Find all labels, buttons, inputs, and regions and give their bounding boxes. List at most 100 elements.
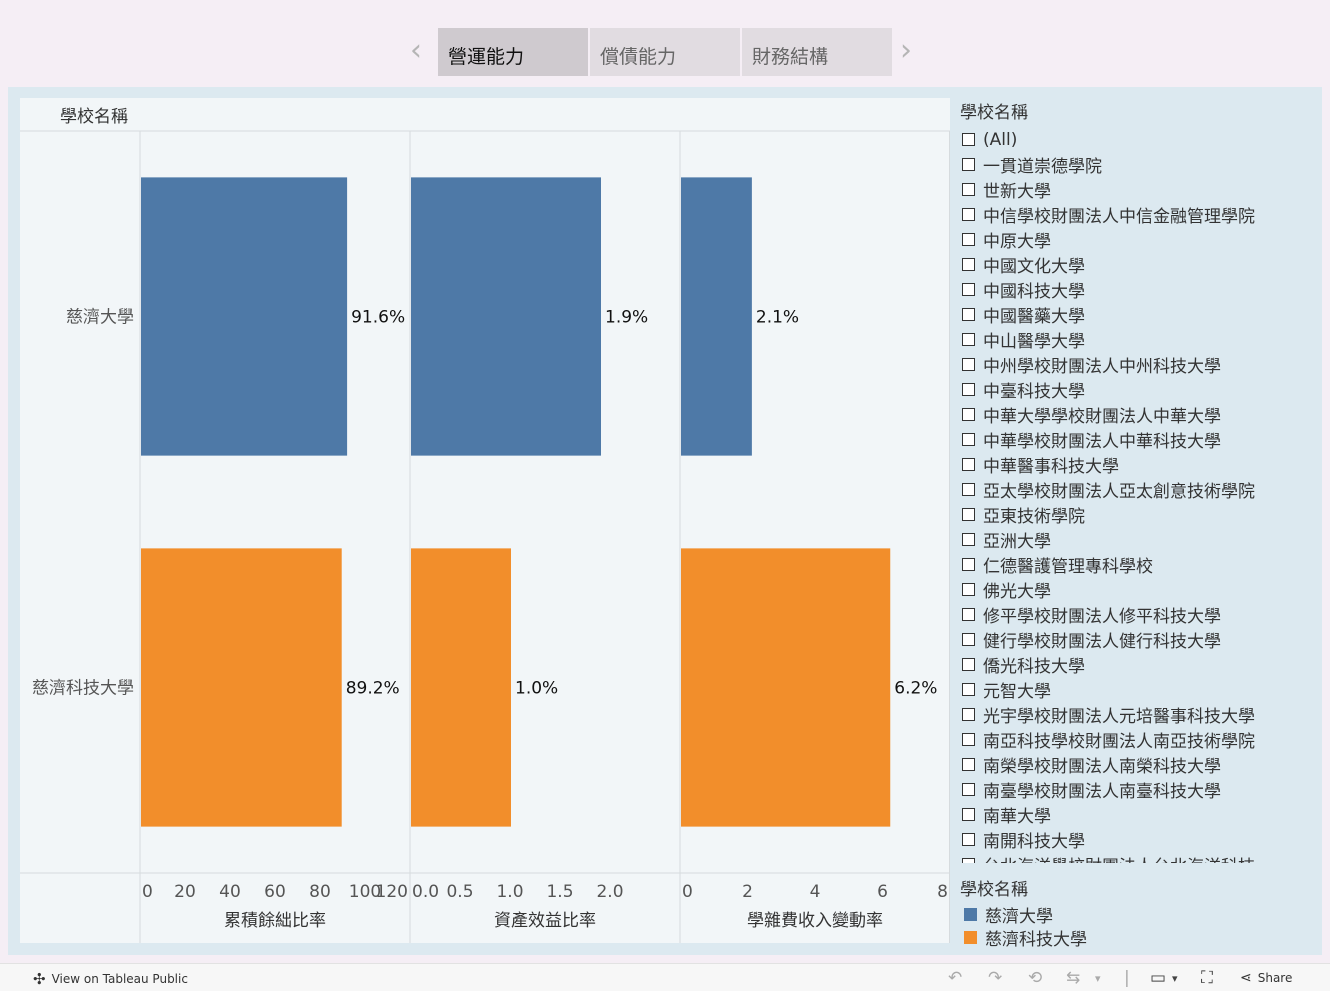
checkbox[interactable] <box>962 158 975 171</box>
filter-item[interactable]: 佛光大學 <box>962 577 1322 602</box>
tick-label: 1.0 <box>496 882 523 902</box>
checkbox[interactable] <box>962 208 975 221</box>
filter-item[interactable]: 南開科技大學 <box>962 827 1322 852</box>
filter-item[interactable]: 僑光科技大學 <box>962 652 1322 677</box>
filter-item-label: 仁德醫護管理專科學校 <box>983 557 1153 577</box>
tick-label: 120 <box>376 882 408 902</box>
filter-item[interactable]: 中州學校財團法人中州科技大學 <box>962 352 1322 377</box>
bar <box>141 177 348 456</box>
tab-financial-structure[interactable]: 財務結構 <box>742 28 892 76</box>
checkbox[interactable] <box>962 533 975 546</box>
filter-item[interactable]: 中華大學學校財團法人中華大學 <box>962 402 1322 427</box>
filter-item[interactable]: 中原大學 <box>962 227 1322 252</box>
filter-item-label: 中山醫學大學 <box>983 332 1085 352</box>
data-label: 1.9% <box>605 308 648 328</box>
tab-operations[interactable]: 營運能力 <box>438 28 588 76</box>
checkbox[interactable] <box>962 233 975 246</box>
filter-item[interactable]: 亞太學校財團法人亞太創意技術學院 <box>962 477 1322 502</box>
row-header: 學校名稱 <box>60 107 128 127</box>
refresh-icon[interactable]: ⇆ <box>1066 968 1081 988</box>
checkbox[interactable] <box>962 433 975 446</box>
undo-icon[interactable]: ↶ <box>948 968 963 988</box>
checkbox[interactable] <box>962 558 975 571</box>
legend-swatch <box>964 931 977 944</box>
filter-item[interactable]: 中國醫藥大學 <box>962 302 1322 327</box>
tick-label: 4 <box>810 882 821 902</box>
filter-item[interactable]: 仁德醫護管理專科學校 <box>962 552 1322 577</box>
filter-item[interactable]: (All) <box>962 127 1322 152</box>
filter-item[interactable]: 南亞科技學校財團法人南亞技術學院 <box>962 727 1322 752</box>
view-on-tableau-link[interactable]: ✣ View on Tableau Public <box>33 970 188 988</box>
tick-label: 0 <box>142 882 153 902</box>
checkbox[interactable] <box>962 283 975 296</box>
checkbox[interactable] <box>962 308 975 321</box>
tableau-logo-icon: ✣ <box>33 970 46 988</box>
checkbox[interactable] <box>962 258 975 271</box>
filter-item-label: 中華醫事科技大學 <box>983 457 1119 477</box>
chevron-left-icon[interactable]: ‹ <box>410 33 422 68</box>
checkbox[interactable] <box>962 508 975 521</box>
revert-icon[interactable]: ⟲ <box>1028 968 1043 988</box>
checkbox[interactable] <box>962 133 975 146</box>
legend-label: 慈濟科技大學 <box>985 930 1087 950</box>
filter-item[interactable]: 中臺科技大學 <box>962 377 1322 402</box>
filter-item[interactable]: 南華大學 <box>962 802 1322 827</box>
checkbox[interactable] <box>962 658 975 671</box>
checkbox[interactable] <box>962 408 975 421</box>
checkbox[interactable] <box>962 758 975 771</box>
filter-item[interactable]: 南臺學校財團法人南臺科技大學 <box>962 777 1322 802</box>
filter-item[interactable]: 中信學校財團法人中信金融管理學院 <box>962 202 1322 227</box>
checkbox[interactable] <box>962 483 975 496</box>
filter-item[interactable]: 南榮學校財團法人南榮科技大學 <box>962 752 1322 777</box>
legend-title: 學校名稱 <box>960 880 1028 900</box>
filter-item[interactable]: 台北海洋學校財團法人台北海洋科技 <box>962 852 1322 863</box>
checkbox[interactable] <box>962 833 975 846</box>
filter-item[interactable]: 元智大學 <box>962 677 1322 702</box>
filter-item[interactable]: 世新大學 <box>962 177 1322 202</box>
legend-item-tzu-chi-university[interactable]: 慈濟大學 <box>964 902 1053 927</box>
filter-item-label: 南亞科技學校財團法人南亞技術學院 <box>983 732 1255 752</box>
filter-list[interactable]: (All) 一貫道崇德學院 世新大學 中信學校財團法人中信金融管理學院 中原大學 中國文化… <box>962 127 1322 863</box>
tick-label: 0.5 <box>446 882 473 902</box>
present-menu-chevron-icon[interactable]: ▾ <box>1172 972 1178 985</box>
legend-item-tzu-chi-tech-university[interactable]: 慈濟科技大學 <box>964 925 1087 950</box>
filter-item-label: 亞太學校財團法人亞太創意技術學院 <box>983 482 1255 502</box>
filter-item[interactable]: 修平學校財團法人修平科技大學 <box>962 602 1322 627</box>
checkbox[interactable] <box>962 708 975 721</box>
filter-item-label: 修平學校財團法人修平科技大學 <box>983 607 1221 627</box>
filter-item[interactable]: 亞東技術學院 <box>962 502 1322 527</box>
filter-item[interactable]: 中華醫事科技大學 <box>962 452 1322 477</box>
chevron-right-icon[interactable]: › <box>900 33 912 68</box>
checkbox[interactable] <box>962 333 975 346</box>
refresh-menu-chevron-icon[interactable]: ▾ <box>1095 972 1101 985</box>
filter-item-label: 中華學校財團法人中華科技大學 <box>983 432 1221 452</box>
filter-item[interactable]: 一貫道崇德學院 <box>962 152 1322 177</box>
filter-item[interactable]: 中國文化大學 <box>962 252 1322 277</box>
filter-item[interactable]: 健行學校財團法人健行科技大學 <box>962 627 1322 652</box>
filter-item[interactable]: 中國科技大學 <box>962 277 1322 302</box>
tab-solvency[interactable]: 償債能力 <box>590 28 740 76</box>
checkbox[interactable] <box>962 183 975 196</box>
checkbox[interactable] <box>962 583 975 596</box>
checkbox[interactable] <box>962 608 975 621</box>
checkbox[interactable] <box>962 358 975 371</box>
filter-item[interactable]: 光宇學校財團法人元培醫事科技大學 <box>962 702 1322 727</box>
checkbox[interactable] <box>962 633 975 646</box>
present-icon[interactable]: ▭ <box>1150 968 1167 988</box>
fullscreen-icon[interactable]: ⛶ <box>1201 968 1213 988</box>
redo-icon[interactable]: ↷ <box>988 968 1003 988</box>
filter-item-label: 亞東技術學院 <box>983 507 1085 527</box>
filter-item[interactable]: 亞洲大學 <box>962 527 1322 552</box>
checkbox[interactable] <box>962 383 975 396</box>
checkbox[interactable] <box>962 858 975 863</box>
share-button[interactable]: ⋖ Share <box>1240 970 1292 986</box>
filter-item[interactable]: 中山醫學大學 <box>962 327 1322 352</box>
checkbox[interactable] <box>962 458 975 471</box>
checkbox[interactable] <box>962 808 975 821</box>
tick-label: 6 <box>877 882 888 902</box>
checkbox[interactable] <box>962 683 975 696</box>
checkbox[interactable] <box>962 733 975 746</box>
filter-item[interactable]: 中華學校財團法人中華科技大學 <box>962 427 1322 452</box>
checkbox[interactable] <box>962 783 975 796</box>
filter-item-label: 南榮學校財團法人南榮科技大學 <box>983 757 1221 777</box>
